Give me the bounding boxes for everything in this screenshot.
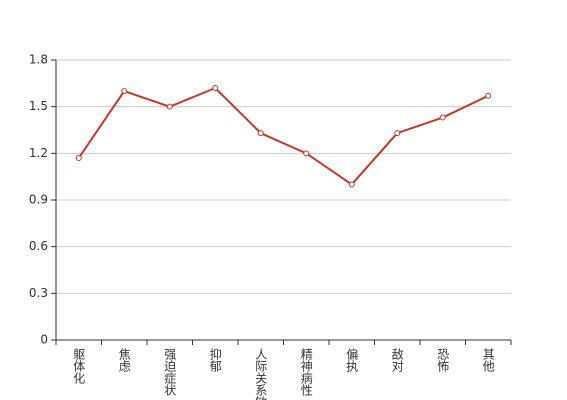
line: [77, 86, 489, 186]
point: [348, 181, 355, 188]
x-tick-label: 敌对: [390, 347, 404, 372]
x-tick-label: 强迫症状: [163, 348, 177, 396]
x-tick-label: 躯体化: [72, 347, 86, 385]
point: [303, 150, 310, 157]
point: [212, 85, 219, 91]
point: [121, 88, 128, 95]
point: [75, 155, 82, 161]
x-tick-label: 偏执: [345, 347, 359, 373]
point: [439, 114, 446, 121]
point: [394, 130, 401, 137]
x-tick-label: 抑郁: [208, 347, 222, 373]
x-tick-label: 恐怖: [436, 348, 450, 372]
point: [166, 103, 173, 110]
x-tick-label: 其他: [481, 348, 495, 372]
y-tick-label: 0.9: [29, 193, 48, 207]
x-tick-label: 焦虑: [117, 348, 131, 372]
y-tick-label: 0: [40, 333, 48, 347]
y-tick-label: 1.2: [29, 146, 48, 160]
y-tick-label: 0.6: [29, 239, 48, 253]
x-tick-label: 精神病性: [299, 348, 313, 397]
x-tick-label: 人际关系敏感: [254, 348, 268, 400]
y-tick-label: 1.5: [29, 99, 48, 113]
point: [485, 92, 492, 99]
point: [257, 130, 264, 137]
y-tick-label: 0.3: [29, 286, 48, 300]
y-tick-label: 1.8: [29, 53, 48, 67]
